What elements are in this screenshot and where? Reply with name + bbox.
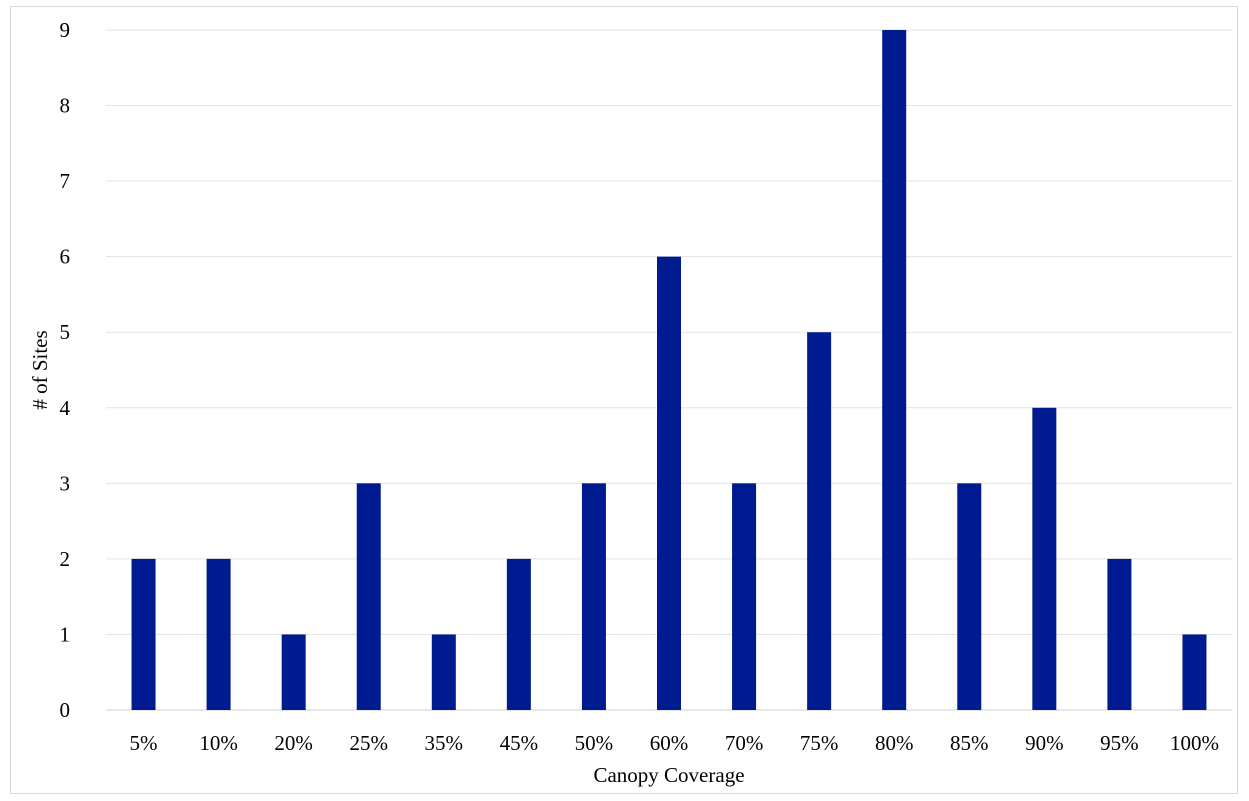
y-tick-label: 5 — [60, 320, 71, 344]
bar-20pct — [281, 634, 306, 710]
x-tick-label: 35% — [425, 731, 464, 755]
bar-90pct — [1032, 407, 1057, 710]
x-tick-label: 5% — [130, 731, 158, 755]
x-tick-label: 45% — [500, 731, 539, 755]
bar-75pct — [807, 332, 832, 710]
bar-5pct — [131, 558, 156, 710]
bar-60pct — [657, 256, 681, 710]
y-axis-title: # of Sites — [28, 330, 52, 409]
y-tick-label: 7 — [60, 169, 71, 193]
x-tick-label: 100% — [1170, 731, 1219, 755]
x-tick-label: 80% — [875, 731, 914, 755]
bar-70pct — [732, 483, 757, 710]
bar-35pct — [431, 634, 456, 710]
bar-80pct — [882, 30, 907, 710]
y-tick-label: 2 — [60, 547, 71, 571]
x-tick-label: 50% — [575, 731, 614, 755]
bar-10pct — [206, 558, 231, 710]
x-tick-labels: 5% 10% 20% 25% 35% 45% 50% 60% 70% 75% 80% 85% 90% 95… — [130, 731, 1219, 755]
x-tick-label: 10% — [199, 731, 238, 755]
x-tick-label: 95% — [1100, 731, 1139, 755]
chart-frame — [10, 6, 1238, 794]
bars — [131, 30, 1207, 710]
y-tick-label: 6 — [60, 245, 71, 269]
x-tick-label: 25% — [349, 731, 388, 755]
bar-25pct — [356, 483, 381, 710]
bar-95pct — [1107, 558, 1132, 710]
x-tick-label: 70% — [725, 731, 764, 755]
y-tick-label: 4 — [60, 396, 71, 420]
bar-50pct — [581, 483, 606, 710]
y-tick-labels: 0 1 2 3 4 5 6 7 8 9 — [60, 18, 71, 722]
y-tick-label: 3 — [60, 471, 71, 495]
x-tick-label: 85% — [950, 731, 989, 755]
x-axis-title: Canopy Coverage — [593, 763, 744, 787]
bar-100pct — [1182, 634, 1207, 710]
bar-45pct — [506, 558, 531, 710]
x-tick-label: 90% — [1025, 731, 1064, 755]
y-tick-label: 1 — [60, 622, 71, 646]
y-tick-label: 9 — [60, 18, 71, 42]
x-tick-label: 60% — [650, 731, 689, 755]
y-tick-label: 8 — [60, 94, 71, 118]
y-tick-label: 0 — [60, 698, 71, 722]
x-tick-label: 75% — [800, 731, 839, 755]
bar-85pct — [957, 483, 982, 710]
x-tick-label: 20% — [274, 731, 313, 755]
